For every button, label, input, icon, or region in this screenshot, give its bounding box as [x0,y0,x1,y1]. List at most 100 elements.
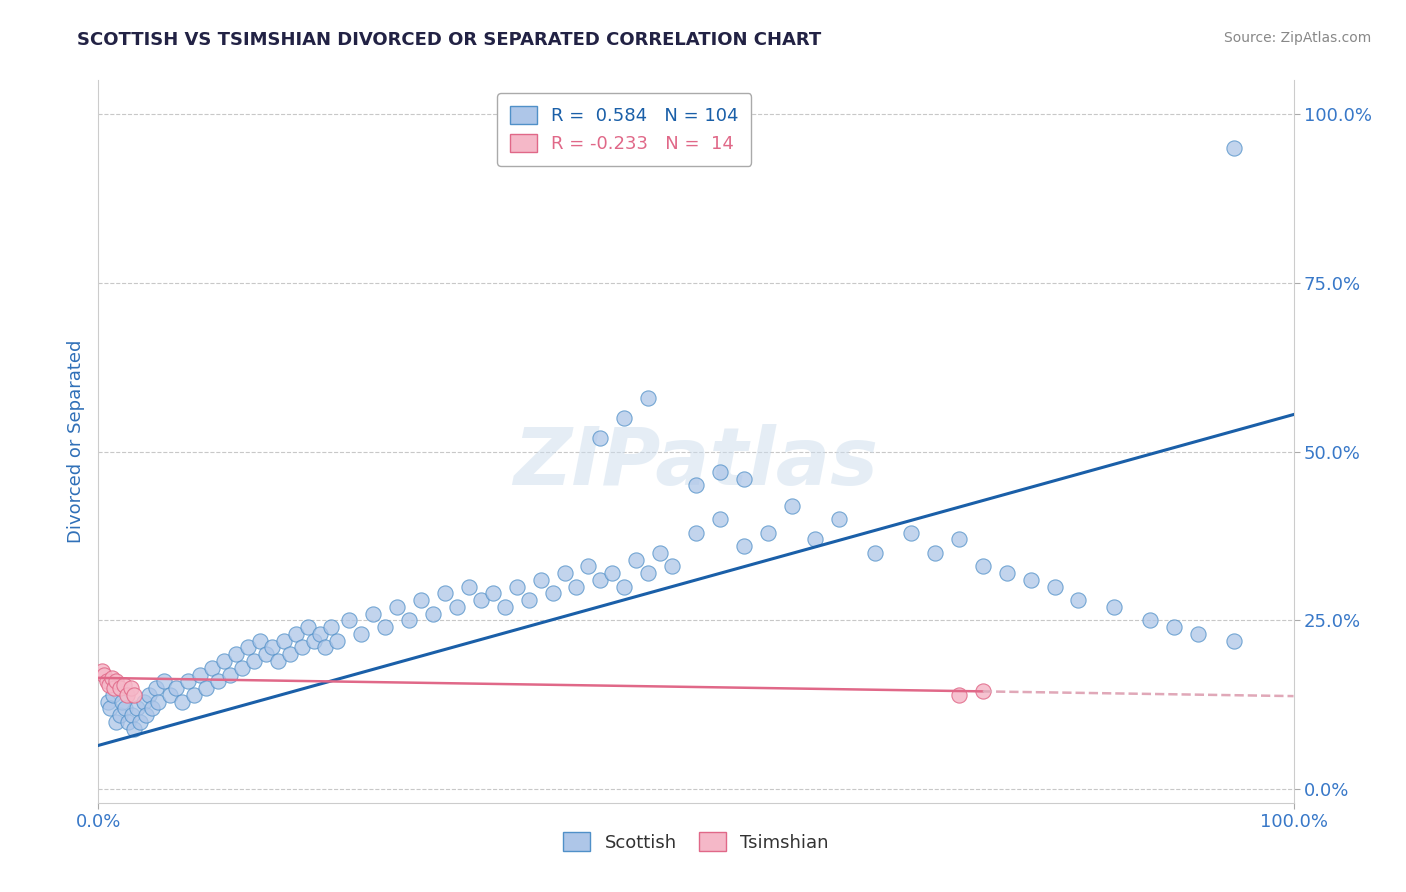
Point [148,694,170,708]
Point [112,678,135,692]
Point [315,640,337,655]
Point [589,573,612,587]
Point [1043,580,1066,594]
Point [291,640,314,655]
Point [350,627,373,641]
Point [132,694,155,708]
Point [948,533,970,547]
Point [225,647,247,661]
Y-axis label: Divorced or Separated: Divorced or Separated [66,340,84,543]
Point [103,681,125,695]
Point [219,667,242,681]
Point [120,681,142,695]
Point [1223,633,1246,648]
Point [212,654,235,668]
Point [105,714,128,729]
Point [124,688,146,702]
Point [446,599,468,614]
Point [308,627,330,641]
Point [685,478,707,492]
Point [114,701,136,715]
Point [517,593,540,607]
Point [1223,141,1246,155]
Point [125,701,148,715]
Point [105,674,128,689]
Point [565,580,588,594]
Point [506,580,529,594]
Point [972,684,994,698]
Point [243,654,266,668]
Point [97,694,120,708]
Point [385,599,409,614]
Point [733,539,755,553]
Point [201,661,224,675]
Point [578,559,600,574]
Point [141,701,163,715]
Point [267,654,290,668]
Point [108,681,131,695]
Point [249,633,271,648]
Point [121,708,143,723]
Point [828,512,851,526]
Point [93,667,115,681]
Point [273,633,295,648]
Point [129,714,152,729]
Point [101,688,124,702]
Point [434,586,457,600]
Point [98,678,121,692]
Point [900,525,922,540]
Point [108,708,131,723]
Point [165,681,187,695]
Point [117,714,139,729]
Point [398,614,420,628]
Point [972,559,994,574]
Point [1187,627,1209,641]
Point [661,559,683,574]
Point [138,688,160,702]
Legend: Scottish, Tsimshian: Scottish, Tsimshian [557,825,835,859]
Point [145,681,167,695]
Point [602,566,624,581]
Point [637,566,659,581]
Point [278,647,301,661]
Point [804,533,827,547]
Point [284,627,307,641]
Point [339,614,361,628]
Point [183,688,205,702]
Point [159,688,181,702]
Point [613,580,636,594]
Point [260,640,283,655]
Point [1139,614,1161,628]
Point [589,431,612,445]
Point [1019,573,1042,587]
Point [326,633,349,648]
Point [98,701,122,715]
Point [374,620,396,634]
Point [100,671,122,685]
Point [91,664,114,678]
Text: ZIPatlas: ZIPatlas [513,425,879,502]
Point [96,674,118,689]
Point [153,674,176,689]
Point [481,586,505,600]
Point [948,688,970,702]
Point [637,391,659,405]
Point [254,647,277,661]
Point [236,640,259,655]
Point [494,599,516,614]
Point [135,708,157,723]
Point [297,620,319,634]
Point [709,465,731,479]
Text: SCOTTISH VS TSIMSHIAN DIVORCED OR SEPARATED CORRELATION CHART: SCOTTISH VS TSIMSHIAN DIVORCED OR SEPARA… [77,31,821,49]
Point [172,694,194,708]
Point [115,688,138,702]
Point [177,674,200,689]
Point [685,525,707,540]
Point [756,525,779,540]
Point [780,499,803,513]
Point [458,580,481,594]
Point [865,546,887,560]
Point [1104,599,1126,614]
Point [188,667,211,681]
Point [626,552,648,566]
